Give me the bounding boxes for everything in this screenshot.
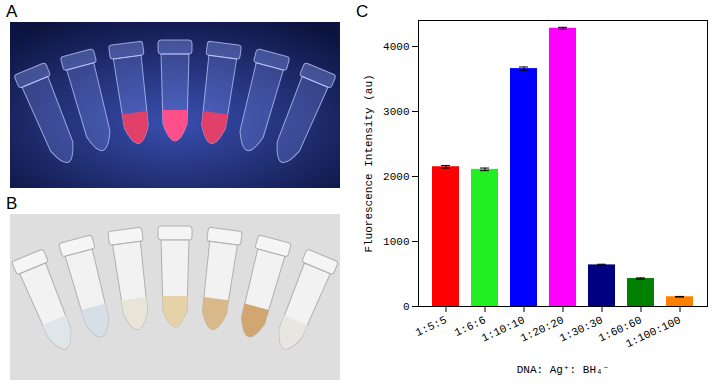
svg-text:4000: 4000	[383, 41, 409, 53]
svg-text:2000: 2000	[383, 171, 409, 183]
svg-text:1:5:5: 1:5:5	[414, 314, 449, 339]
svg-text:DNA: Ag⁺: BH₄⁻: DNA: Ag⁺: BH₄⁻	[517, 364, 609, 376]
svg-text:1000: 1000	[383, 236, 409, 248]
svg-text:1:6:6: 1:6:6	[452, 314, 488, 339]
svg-text:1:60:60: 1:60:60	[596, 314, 644, 345]
svg-text:Fluorescence Intensity (au): Fluorescence Intensity (au)	[363, 74, 375, 252]
svg-text:1:20:20: 1:20:20	[519, 314, 566, 344]
svg-text:1:100:100: 1:100:100	[624, 314, 683, 350]
html-text:C: C	[356, 2, 369, 21]
svg-text:1:30:30: 1:30:30	[558, 314, 605, 344]
html-text:B: B	[6, 194, 18, 213]
html-text:A: A	[6, 2, 18, 21]
svg-text:3000: 3000	[383, 106, 409, 118]
svg-text:0: 0	[403, 301, 410, 313]
svg-text:1:10:10: 1:10:10	[480, 314, 527, 344]
